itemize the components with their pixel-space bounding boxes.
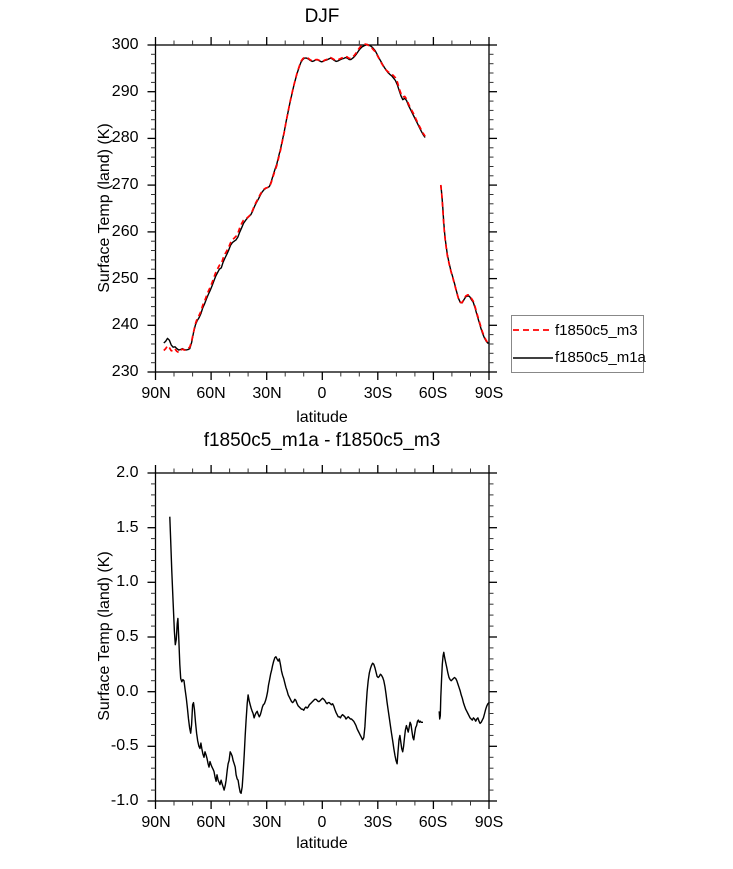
- bottom-panel-xaxis-label: latitude: [296, 835, 348, 852]
- top-panel-title: DJF: [304, 6, 340, 27]
- panel1-xtick-label: 60S: [418, 814, 448, 831]
- legend-line-sample-solid: [513, 356, 553, 359]
- panel0-xtick-label: 90S: [474, 385, 504, 402]
- plot-frame: [154, 44, 490, 373]
- panel1-ytick-label: -0.5: [110, 737, 139, 754]
- panel1-xtick-label: 90S: [474, 814, 504, 831]
- panel0-ytick-label: 280: [111, 129, 139, 146]
- legend-line-sample-dashed: [513, 329, 553, 332]
- series-f1850c5_m1a: [440, 185, 489, 344]
- series-difference: [438, 651, 490, 725]
- legend-label-m3: f1850c5_m3: [555, 321, 638, 339]
- panel1-xtick-label: 60N: [196, 814, 226, 831]
- panel1-ytick-label: 0.0: [116, 683, 139, 700]
- panel0-ytick-label: 240: [111, 316, 139, 333]
- series-difference: [169, 516, 423, 794]
- panel1-xtick-label: 0: [317, 814, 327, 831]
- panel1-ytick-label: 1.5: [116, 519, 139, 536]
- panel1-ytick-label: 0.5: [116, 628, 139, 645]
- panel1-xtick-label: 30N: [252, 814, 282, 831]
- legend-entry-m1a: f1850c5_m1a: [512, 345, 646, 371]
- panel1-ytick-label: 1.0: [116, 573, 139, 590]
- panel1-ytick-label: 2.0: [116, 464, 139, 481]
- panel0-xtick-label: 60S: [418, 385, 448, 402]
- bottom-panel-title: f1850c5_m1a - f1850c5_m3: [203, 430, 441, 451]
- panel0-ytick-label: 250: [111, 270, 139, 287]
- panel0-xtick-label: 60N: [196, 385, 226, 402]
- panel0-ytick-label: 270: [111, 176, 139, 193]
- panel0-ytick-label: 290: [111, 83, 139, 100]
- panel0-ytick-label: 230: [111, 363, 139, 380]
- panel1-xtick-label: 30S: [363, 814, 393, 831]
- panel0-ytick-label: 300: [111, 36, 139, 53]
- panel0-xtick-label: 30N: [252, 385, 282, 402]
- panel1-xtick-label: 90N: [141, 814, 171, 831]
- top-panel-xaxis-label: latitude: [296, 409, 348, 426]
- panel0-xtick-label: 0: [317, 385, 327, 402]
- legend: f1850c5_m3 f1850c5_m1a: [511, 315, 646, 373]
- panel0-xtick-label: 90N: [141, 385, 171, 402]
- panel0-ytick-label: 260: [111, 223, 139, 240]
- panel1-ytick-label: -1.0: [110, 792, 139, 809]
- series-f1850c5_m3: [439, 184, 490, 344]
- legend-label-m1a: f1850c5_m1a: [555, 349, 646, 367]
- series-f1850c5_m3: [163, 43, 426, 354]
- panel0-xtick-label: 30S: [363, 385, 393, 402]
- legend-entry-m3: f1850c5_m3: [512, 317, 643, 343]
